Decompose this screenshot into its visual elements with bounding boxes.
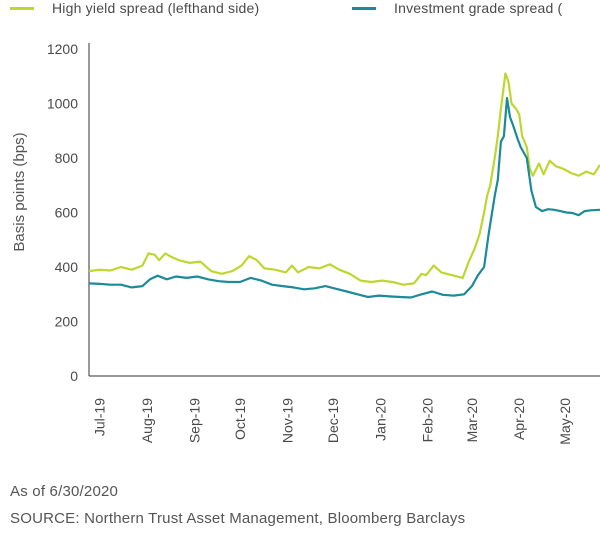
y-tick-label: 400 (55, 259, 79, 275)
x-tick-label: Apr-20 (511, 398, 527, 440)
x-tick-label: Aug-19 (139, 398, 155, 443)
source-note: SOURCE: Northern Trust Asset Management,… (10, 510, 466, 527)
legend-swatch-high-yield (10, 6, 34, 10)
legend-label-investment-grade: Investment grade spread ( (394, 0, 563, 16)
x-tick-label: Jan-20 (372, 398, 388, 441)
legend-item-high-yield: High yield spread (lefthand side) (10, 0, 259, 16)
x-tick-label: Feb-20 (420, 398, 436, 443)
legend: High yield spread (lefthand side) Invest… (0, 0, 600, 20)
y-tick-label: 600 (55, 205, 79, 221)
legend-label-high-yield: High yield spread (lefthand side) (52, 0, 260, 16)
y-axis-label: Basis points (bps) (11, 132, 28, 251)
y-axis: 0 200 400 600 800 1000 1200 (47, 41, 90, 384)
x-tick-label: Nov-19 (279, 398, 295, 443)
series-group (88, 72, 600, 299)
legend-item-investment-grade: Investment grade spread ( (352, 0, 562, 16)
y-tick-label: 0 (70, 368, 78, 384)
x-tick-label: Dec-19 (325, 398, 341, 443)
x-tick-label: Sep-19 (186, 398, 202, 443)
y-tick-label: 200 (55, 314, 79, 330)
y-tick-label: 1200 (47, 41, 78, 57)
as-of-note: As of 6/30/2020 (10, 483, 119, 500)
y-tick-label: 800 (55, 150, 79, 166)
series-line-high-yield (88, 72, 600, 286)
legend-swatch-investment-grade (352, 6, 376, 10)
x-tick-label: Jul-19 (92, 398, 108, 436)
x-tick-label: Oct-19 (232, 398, 248, 440)
spread-line-chart: 0 200 400 600 800 1000 1200 Jul-19 Aug-19 Sep-19… (11, 41, 600, 445)
x-tick-label: Mar-20 (464, 398, 480, 443)
series-line-investment-grade (88, 97, 600, 299)
x-tick-label: May-20 (557, 398, 573, 445)
y-tick-label: 1000 (47, 96, 78, 112)
x-axis: Jul-19 Aug-19 Sep-19 Oct-19 Nov-19 Dec-19 Jan-… (89, 375, 600, 445)
